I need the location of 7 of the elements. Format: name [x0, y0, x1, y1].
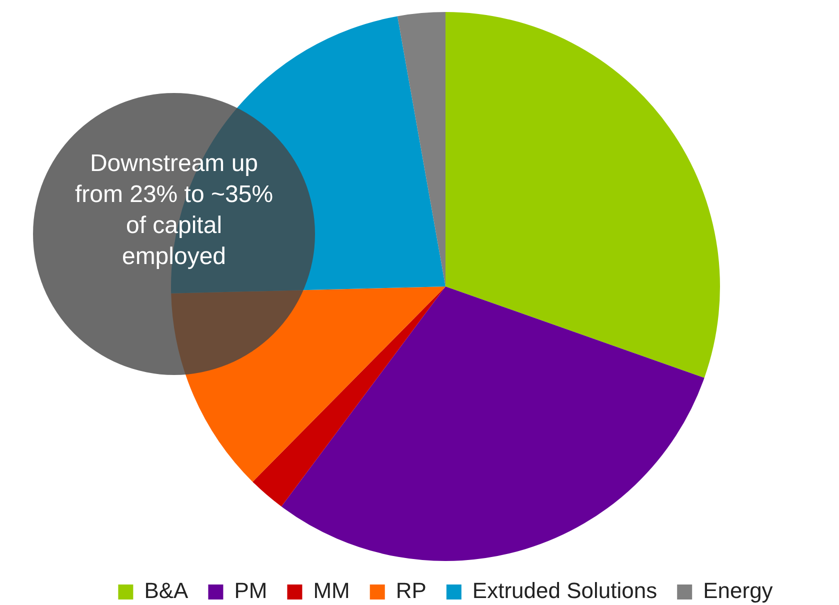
legend-label: B&A — [144, 578, 189, 604]
legend-label: PM — [234, 578, 268, 604]
legend-label: MM — [313, 578, 350, 604]
legend-label: Extruded Solutions — [472, 578, 658, 604]
legend-label: Energy — [703, 578, 773, 604]
legend-label: RP — [396, 578, 426, 604]
text: Downstream up from 23% to ~35% of capital employed — [74, 149, 274, 272]
